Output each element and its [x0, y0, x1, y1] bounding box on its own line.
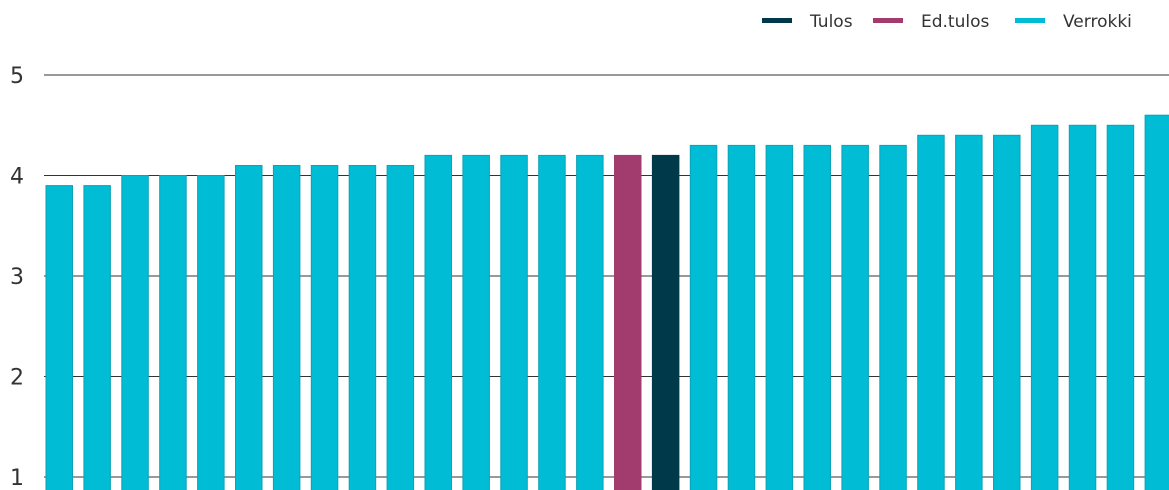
bar-25-verrokki — [955, 134, 983, 490]
legend-label-ed-tulos: Ed.tulos — [921, 12, 990, 32]
bar-24-verrokki — [917, 134, 945, 490]
bar-6-verrokki — [235, 165, 263, 490]
bars — [45, 114, 1169, 490]
legend-swatch-verrokki — [1015, 18, 1045, 23]
legend-label-tulos: Tulos — [809, 12, 853, 32]
bar-23-verrokki — [879, 144, 907, 490]
y-axis-tick-labels: 1 2 3 4 5 — [10, 64, 24, 490]
y-tick-label-2: 2 — [10, 366, 24, 391]
legend: Tulos Ed.tulos Verrokki — [762, 12, 1132, 32]
legend-swatch-tulos — [762, 18, 792, 23]
bar-3-verrokki — [121, 175, 149, 490]
bar-22-verrokki — [841, 144, 869, 490]
bar-18-verrokki — [689, 144, 718, 490]
bar-9-verrokki — [348, 165, 377, 490]
bar-8-verrokki — [310, 165, 339, 490]
bar-1-verrokki — [45, 185, 73, 490]
bar-26-verrokki — [993, 134, 1021, 490]
legend-swatch-ed-tulos — [873, 18, 903, 23]
bar-5-verrokki — [197, 175, 225, 490]
bar-7-verrokki — [272, 165, 301, 490]
y-tick-label-5: 5 — [10, 64, 24, 89]
bar-19-verrokki — [727, 144, 756, 490]
bar-10-verrokki — [386, 165, 415, 490]
bar-11-verrokki — [424, 154, 452, 490]
bar-20-verrokki — [765, 144, 794, 490]
bar-14-verrokki — [538, 154, 566, 490]
bar-2-verrokki — [83, 185, 111, 490]
legend-label-verrokki: Verrokki — [1063, 12, 1132, 32]
bar-17-tulos — [651, 154, 680, 490]
bar-29-verrokki — [1106, 124, 1135, 490]
bar-30-verrokki — [1144, 114, 1169, 490]
bar-4-verrokki — [159, 175, 187, 490]
y-tick-label-4: 4 — [10, 165, 24, 190]
bar-16-edtulos — [614, 154, 642, 490]
bar-15-verrokki — [576, 154, 604, 490]
y-tick-label-3: 3 — [10, 265, 24, 290]
bar-13-verrokki — [500, 154, 528, 490]
bar-21-verrokki — [803, 144, 831, 490]
bar-12-verrokki — [462, 154, 490, 490]
bar-27-verrokki — [1030, 124, 1059, 490]
bar-28-verrokki — [1068, 124, 1097, 490]
y-tick-label-1: 1 — [10, 466, 24, 490]
